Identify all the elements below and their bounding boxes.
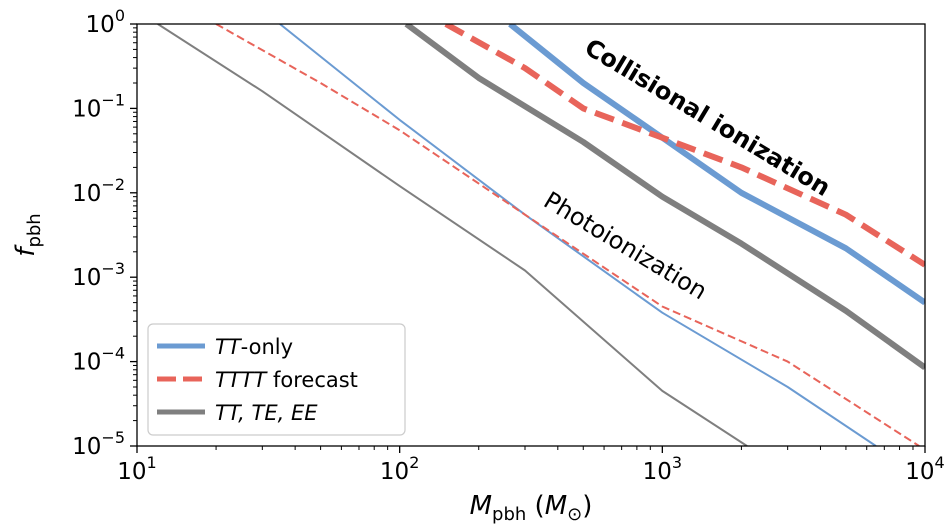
plot-frame (136, 23, 926, 447)
x-tick-label-2: 103 (643, 453, 682, 485)
series-line-collisional-1 (444, 24, 925, 268)
series-line-photo-3 (279, 24, 877, 446)
y-axis-label: fpbh (11, 213, 45, 256)
legend-label-2: TT, TE, EE (215, 401, 318, 425)
legend: TT-only TTTT forecast TT, TE, EE (147, 323, 406, 436)
tick-layer: 101 102 103 104 100 10−1 10−2 10−3 10−4 10−5 (72, 6, 945, 485)
x-tick-label-1: 102 (380, 453, 419, 485)
legend-label-0: TT-only (215, 335, 293, 359)
x-axis-label: Mpbh (M⊙) (470, 491, 593, 525)
legend-label-1: TTTT forecast (215, 368, 358, 392)
x-tick-label-0: 101 (117, 453, 156, 485)
y-tick-label-2: 10−2 (72, 175, 125, 207)
series-line-collisional-2 (404, 24, 925, 371)
legend-box (147, 323, 406, 436)
series-line-photo-5 (157, 24, 748, 446)
y-tick-label-3: 10−3 (72, 259, 125, 291)
axis-label-layer: Mpbh (M⊙) fpbh (11, 213, 592, 525)
series-line-collisional-0 (508, 24, 925, 306)
y-tick-label-5: 10−5 (72, 428, 125, 460)
series-layer (157, 24, 925, 446)
x-tick-label-3: 104 (905, 453, 944, 485)
y-tick-label-4: 10−4 (72, 344, 125, 376)
annotation-collisional-ionization: Collisional ionization (580, 33, 835, 202)
y-tick-label-1: 10−1 (72, 90, 125, 122)
series-line-photo-4 (215, 24, 920, 446)
y-tick-label-0: 100 (86, 6, 125, 38)
